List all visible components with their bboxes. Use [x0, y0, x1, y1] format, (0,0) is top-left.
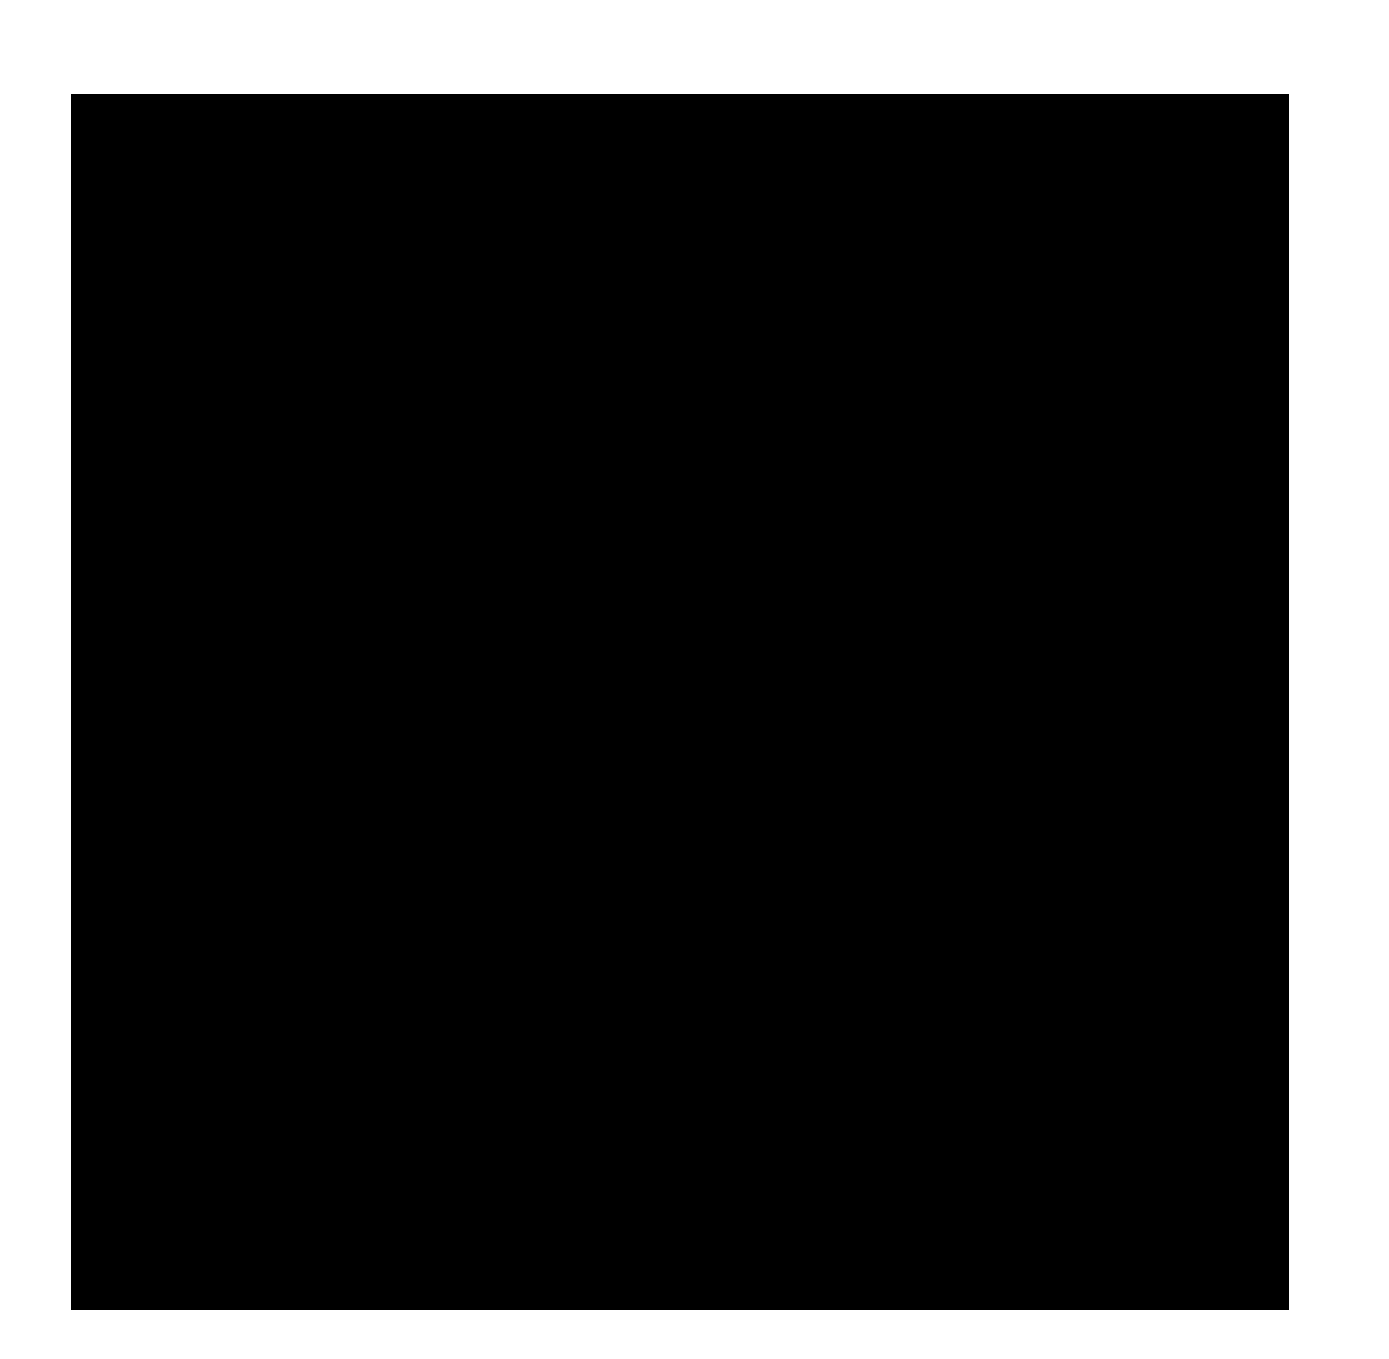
copyright-badge — [75, 1297, 95, 1307]
satellite-map — [71, 94, 1289, 1310]
colorbar — [1297, 94, 1325, 1310]
satellite-image-canvas — [71, 94, 1289, 1310]
colorbar-gradient — [1297, 94, 1325, 1310]
